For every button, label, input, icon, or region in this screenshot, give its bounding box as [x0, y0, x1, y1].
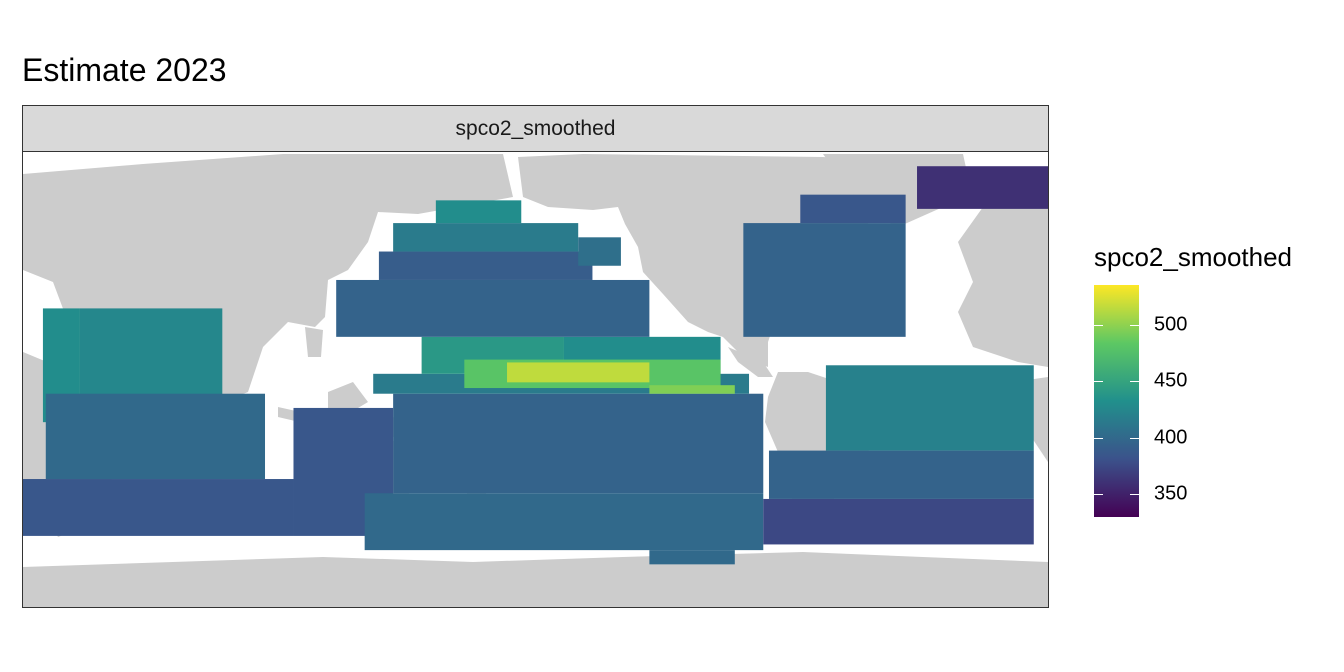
ocean-cell-22 [768, 450, 1034, 499]
legend-title: spco2_smoothed [1094, 242, 1293, 272]
legend-tick-label-2: 400 [1154, 426, 1188, 449]
ocean-cell-21 [825, 365, 1034, 451]
legend-tick-label-0: 500 [1154, 313, 1188, 336]
facet-strip: spco2_smoothed [23, 106, 1048, 152]
ocean-cell-24 [917, 166, 1048, 209]
legend-tick-mark [1094, 381, 1103, 383]
world-map [23, 152, 1048, 607]
ocean-cell-23 [763, 498, 1034, 545]
plot-title: Estimate 2023 [22, 52, 227, 88]
legend-tick-mark [1130, 494, 1139, 496]
legend-tick-mark [1094, 494, 1103, 496]
land-eurasia [23, 154, 513, 402]
legend-tick-mark [1094, 437, 1103, 439]
legend-tick-label-3: 350 [1154, 482, 1188, 505]
legend-tick-mark [1130, 324, 1139, 326]
ocean-cell-14 [336, 279, 650, 337]
ocean-cell-13 [649, 385, 735, 394]
ocean-cell-15 [378, 251, 593, 280]
legend-tick-mark [1130, 437, 1139, 439]
ocean-cell-19 [800, 194, 906, 224]
legend-colorbar [1094, 285, 1139, 517]
land-antarctic-fringe [53, 572, 1023, 592]
land-europe-east [958, 167, 1048, 367]
land-indonesia-2 [328, 382, 368, 414]
legend-tick-mark [1094, 324, 1103, 326]
ocean-cell-2 [45, 393, 266, 480]
ocean-cell-20 [743, 223, 906, 337]
land-philippines [305, 327, 323, 357]
ocean-cell-5 [393, 393, 764, 494]
legend-tick-mark [1130, 381, 1139, 383]
land-central-america [728, 347, 773, 377]
ocean-cell-16 [393, 223, 579, 252]
ocean-cell-7 [649, 550, 735, 565]
ocean-cell-12 [507, 362, 650, 383]
ocean-grid-cells [23, 166, 1048, 565]
ocean-cell-6 [364, 493, 764, 551]
ocean-cell-17 [435, 200, 522, 224]
map-panel: spco2_smoothed [22, 105, 1049, 608]
legend-tick-label-1: 450 [1154, 369, 1188, 392]
ocean-cell-3 [23, 479, 294, 536]
ocean-cell-18 [578, 237, 621, 266]
